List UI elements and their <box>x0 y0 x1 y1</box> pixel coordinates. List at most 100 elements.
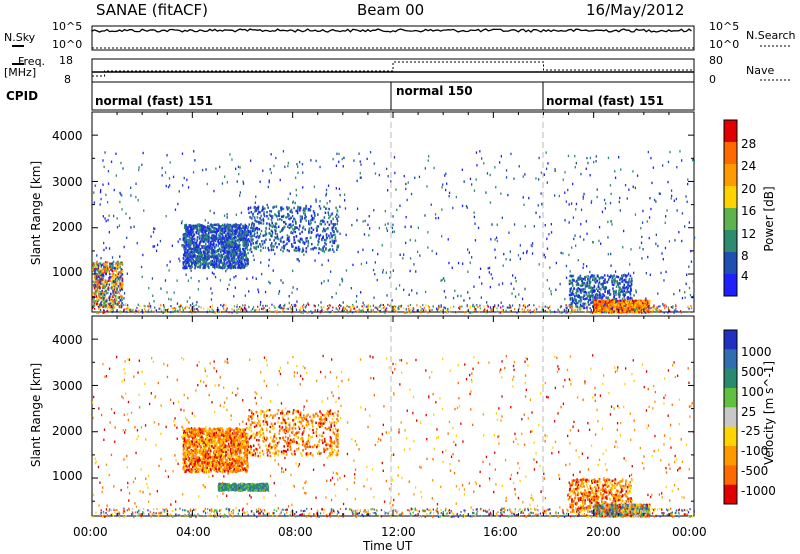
range-cell <box>208 257 211 260</box>
range-cell <box>323 238 326 242</box>
range-cell <box>329 248 331 251</box>
velocity-cb-500: 500 <box>741 365 764 379</box>
range-cell <box>592 276 594 279</box>
range-cell <box>642 209 644 213</box>
range-cell <box>623 293 625 296</box>
range-cell <box>627 284 629 287</box>
range-cell <box>93 283 96 286</box>
range-cell <box>533 225 535 228</box>
range-cell <box>224 223 226 226</box>
range-cell <box>253 232 256 235</box>
range-cell <box>235 275 237 278</box>
range-cell <box>629 291 631 294</box>
range-cell <box>305 207 308 210</box>
range-cell <box>111 282 113 286</box>
range-cell <box>233 241 235 244</box>
range-cell <box>255 207 257 210</box>
range-cell <box>614 306 616 310</box>
range-cell <box>100 257 102 260</box>
range-cell <box>574 166 576 169</box>
range-cell <box>313 185 315 188</box>
range-cell <box>238 225 241 228</box>
range-cell <box>589 277 591 281</box>
range-cell <box>445 188 447 192</box>
range-cell <box>259 217 261 220</box>
range-cell <box>310 159 312 162</box>
range-cell <box>239 191 241 194</box>
range-cell <box>628 277 631 281</box>
xaxis-label: Time UT <box>363 539 413 553</box>
range-cell <box>154 227 156 231</box>
range-cell <box>324 211 327 214</box>
range-cell <box>223 231 226 234</box>
range-cell <box>676 209 678 212</box>
range-cell <box>610 301 612 304</box>
range-cell <box>244 230 246 233</box>
range-cell <box>260 301 262 304</box>
range-cell <box>223 241 225 244</box>
nave-tick-low: 0 <box>709 73 716 86</box>
range-cell <box>593 279 596 283</box>
range-cell <box>318 237 320 241</box>
range-cell <box>293 217 295 220</box>
range-cell <box>374 172 377 175</box>
range-cell <box>304 217 306 220</box>
xtick-1600: 16:00 <box>483 525 518 539</box>
range-cell <box>618 300 620 303</box>
range-cell <box>270 171 272 174</box>
range-cell <box>272 215 274 218</box>
range-cell <box>197 253 200 256</box>
power-cb-20: 20 <box>741 182 757 196</box>
range-cell <box>189 265 191 268</box>
range-cell <box>580 299 583 302</box>
range-cell <box>231 265 234 268</box>
range-cell <box>602 276 604 279</box>
range-cell <box>292 227 294 231</box>
range-cell <box>234 232 236 235</box>
range-cell <box>246 243 249 247</box>
range-cell <box>211 250 213 253</box>
range-cell <box>310 231 313 234</box>
range-cell <box>590 275 592 279</box>
range-cell <box>262 169 264 172</box>
range-cell <box>331 239 334 242</box>
range-cell <box>693 160 695 163</box>
range-cell <box>112 260 115 264</box>
range-cell <box>236 228 238 232</box>
range-cell <box>192 251 195 254</box>
range-cell <box>522 196 524 199</box>
range-cell <box>110 295 113 298</box>
range-cell <box>329 236 331 240</box>
range-cell <box>251 234 253 237</box>
range-cell <box>258 220 261 224</box>
range-cell <box>216 263 218 266</box>
range-cell <box>193 242 196 245</box>
range-cell <box>339 193 341 197</box>
range-cell <box>297 239 300 243</box>
range-cell <box>227 256 230 259</box>
range-cell <box>625 307 628 311</box>
range-cell <box>105 263 108 266</box>
range-cell <box>614 304 616 307</box>
range-cell <box>184 245 186 248</box>
range-cell <box>448 191 451 195</box>
range-cell <box>286 234 289 237</box>
range-cell <box>196 255 198 258</box>
range-cell <box>99 287 101 290</box>
range-cell <box>213 254 215 257</box>
range-cell <box>99 277 101 280</box>
range-cell <box>169 260 171 263</box>
range-cell <box>321 219 324 222</box>
range-cell <box>266 215 268 218</box>
nave-tick-high: 80 <box>709 54 723 67</box>
range-cell <box>624 184 627 187</box>
xtick-0000: 00:00 <box>73 525 108 539</box>
range-cell <box>642 305 645 308</box>
range-cell <box>119 298 122 302</box>
range-cell <box>202 224 205 228</box>
range-cell <box>599 306 601 310</box>
range-cell <box>502 264 504 267</box>
range-cell <box>232 254 235 258</box>
range-cell <box>330 220 333 223</box>
range-cell <box>590 290 592 293</box>
